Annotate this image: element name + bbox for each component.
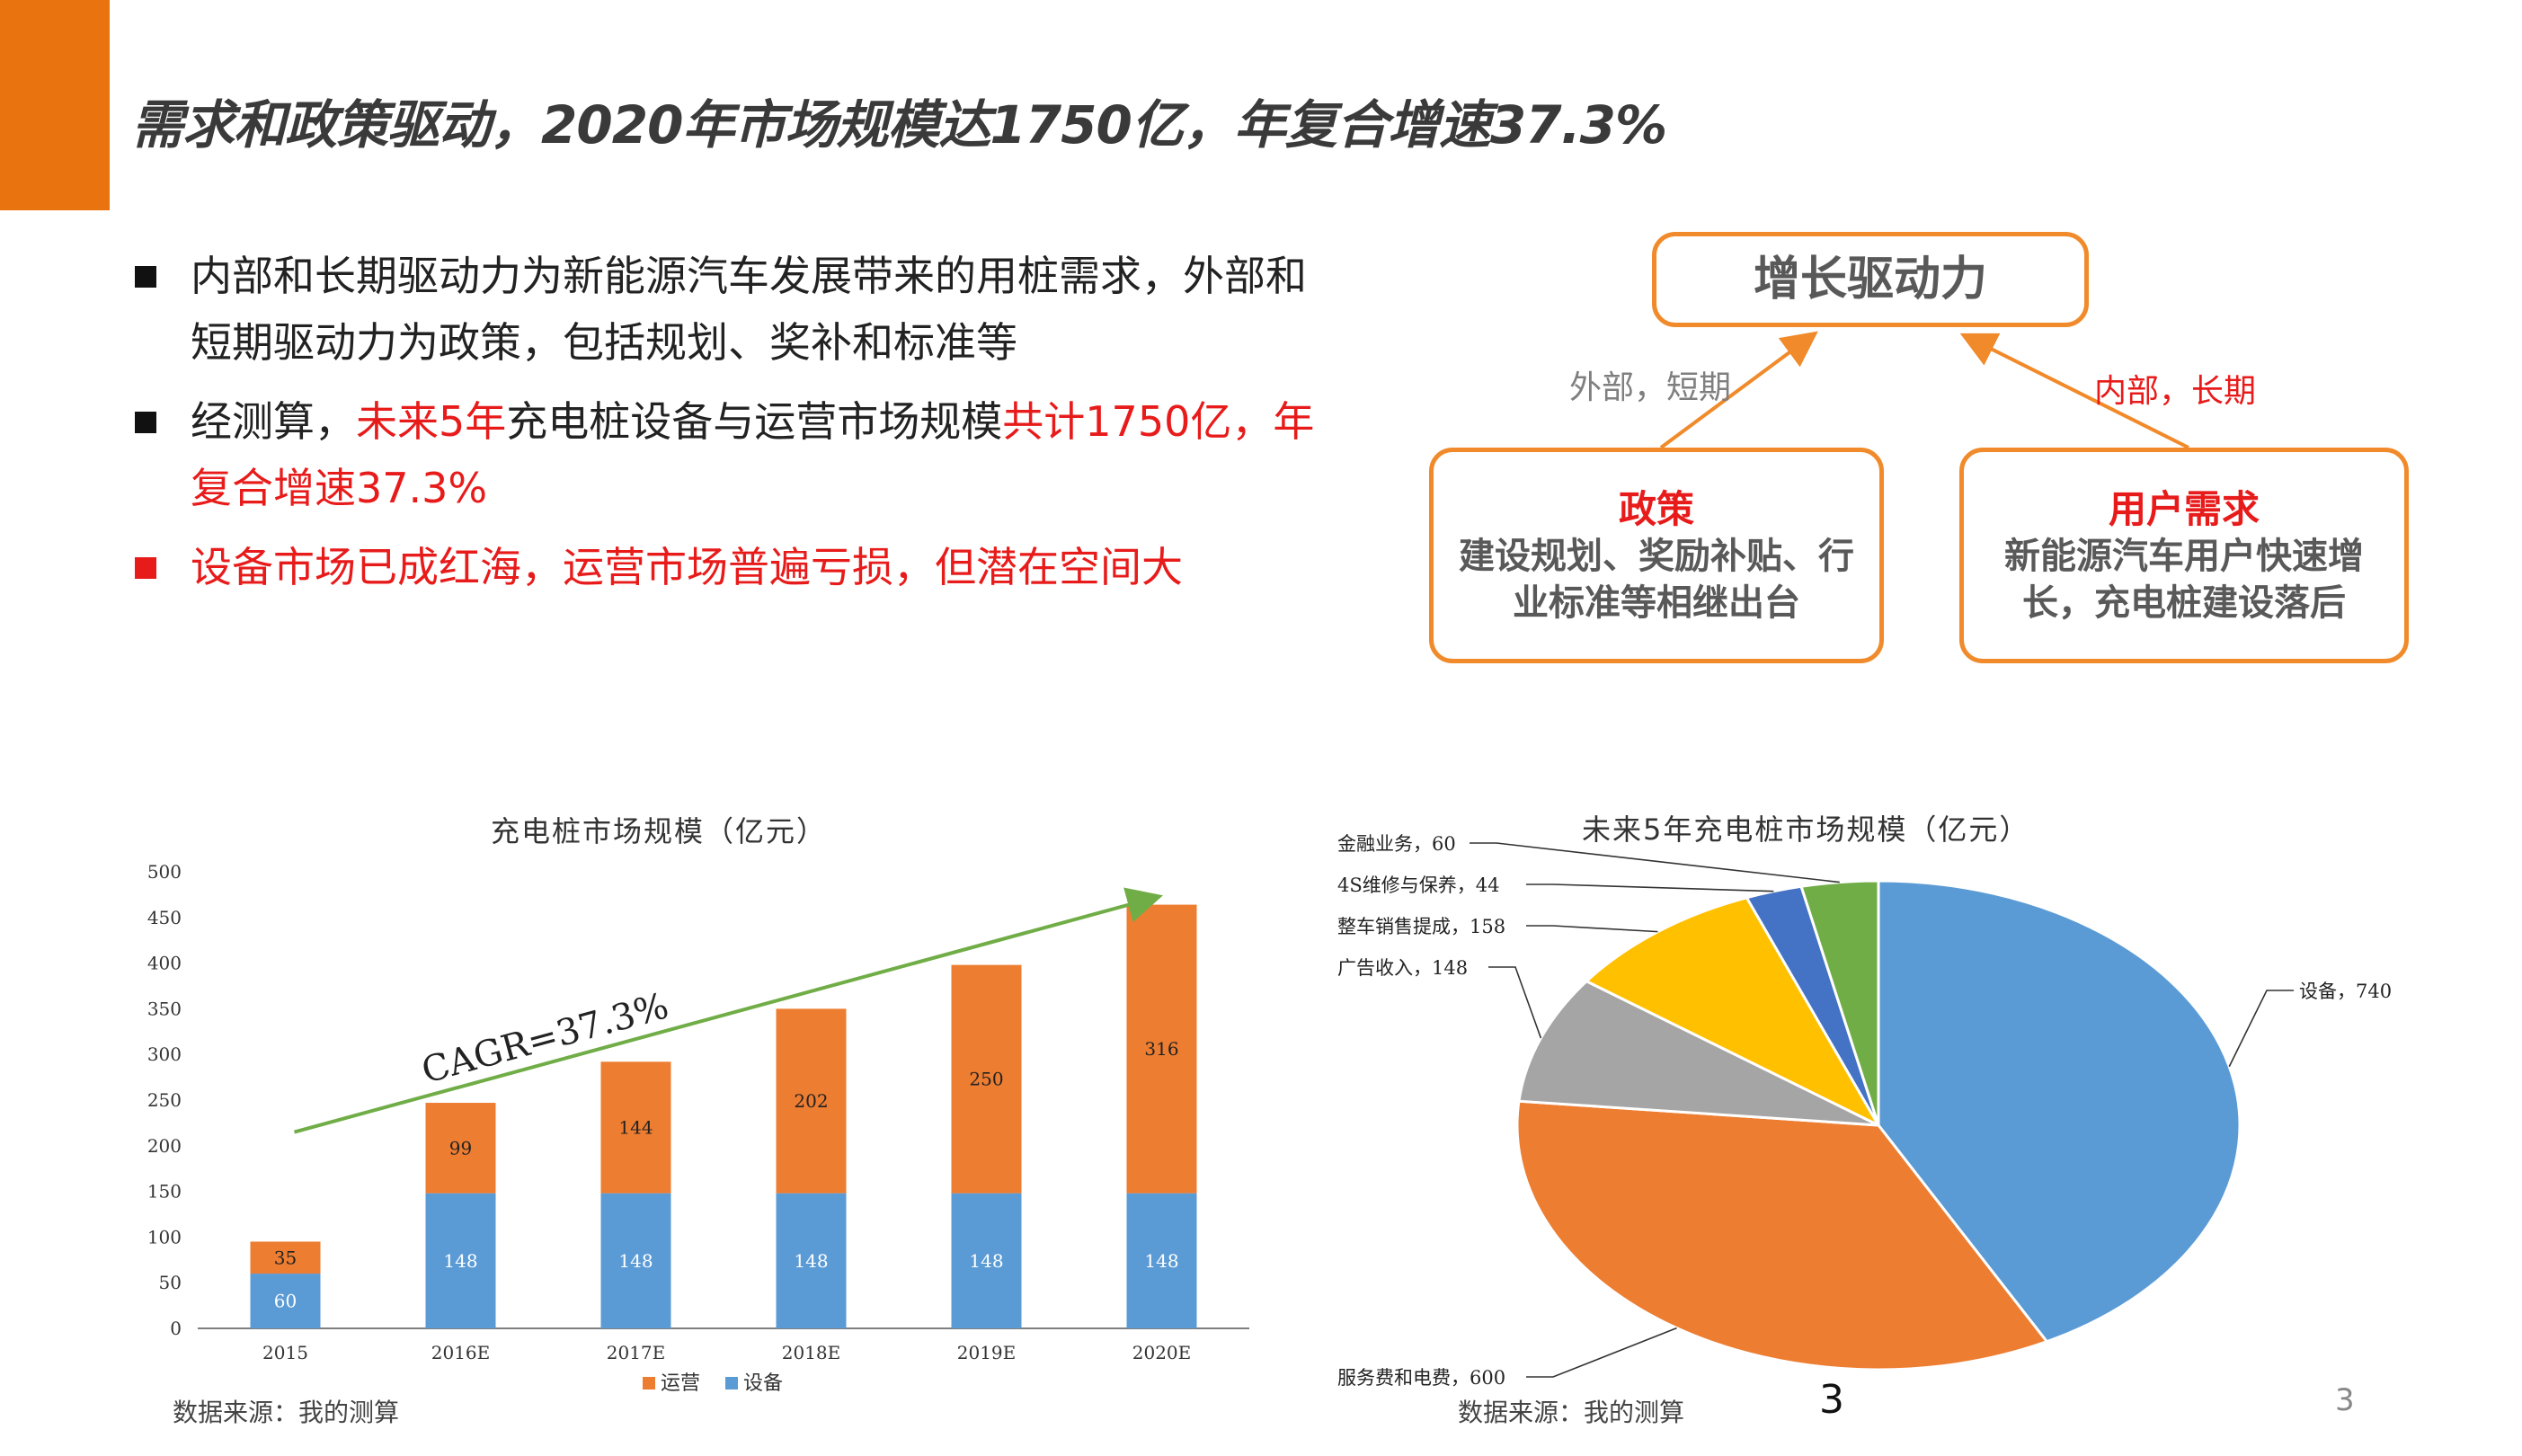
trend-arrow [293,887,1163,1134]
bar-segment [1126,1193,1197,1328]
bar-segment [250,1274,321,1328]
title-accent-block [0,0,110,210]
pie-slice [1877,879,2242,1344]
bar-data-label: 250 [969,1069,1003,1090]
pie-leader-line [1488,966,1542,1039]
legend-swatch [643,1377,655,1389]
x-tick-label: 2015 [262,1342,308,1363]
bullet-item: 内部和长期驱动力为新能源汽车发展带来的用桩需求，外部和短期驱动力为政策，包括规划… [131,243,1318,376]
x-tick-label: 2020E [1132,1342,1192,1363]
pie-data-label: 金融业务，60 [1337,833,1456,855]
pie-leader-line [1526,925,1658,933]
user-demand-body: 新能源汽车用户快速增长，充电桩建设落后 [2004,536,2364,624]
page-title: 需求和政策驱动，2020年市场规模达1750亿，年复合增速37.3% [131,94,1667,155]
bullet-square-icon [135,266,156,288]
bar-data-label: 148 [443,1250,477,1272]
pie-chart-source: 数据来源：我的测算 [1458,1398,1685,1427]
policy-box: 政策 建设规划、奖励补贴、行业标准等相继出台 [1429,448,1884,663]
right-arrow-label: 内部，长期 [2094,373,2257,410]
bar-segment [776,1193,847,1328]
page-number: 3 [1819,1377,1844,1423]
pie-chart: 设备，740 服务费和电费，600 广告收入，148 整车销售提成，158 4S维修与保… [1337,833,2392,1389]
bullet-text: 设备市场已成红海，运营市场普遍亏损，但潜在空间大 [191,543,1183,591]
bar-data-label: 148 [1144,1250,1178,1272]
pie-leader-line [1526,1327,1677,1378]
bar-segment [250,1241,321,1274]
bar-segment [951,964,1022,1194]
y-tick-label: 250 [147,1089,182,1111]
x-tick-label: 2016E [431,1342,491,1363]
y-tick-label: 50 [159,1272,182,1293]
bar-segment [600,1061,671,1194]
bar-segment [1126,904,1197,1194]
bullet-text: 充电桩设备与运营市场规模 [506,397,1003,446]
bullet-item: 设备市场已成红海，运营市场普遍亏损，但潜在空间大 [131,534,1318,600]
y-tick-label: 100 [147,1226,182,1247]
bullet-item: 经测算，未来5年充电桩设备与运营市场规模共计1750亿，年复合增速37.3% [131,388,1318,521]
bar-segment [425,1103,496,1194]
pie-data-label: 整车销售提成，158 [1337,916,1505,937]
bullet-text: 经测算， [191,397,356,446]
y-tick-label: 300 [147,1043,182,1065]
bar-segment [951,1193,1022,1328]
pie-slice [1584,895,1882,1129]
y-tick-label: 200 [147,1135,182,1157]
bullet-square-icon [135,412,156,433]
bar-data-label: 144 [618,1116,653,1138]
x-tick-label: 2017E [607,1342,666,1363]
y-tick-label: 450 [147,907,182,928]
pie-data-label: 设备，740 [2299,981,2392,1002]
x-tick-label: 2019E [957,1342,1017,1363]
y-tick-label: 350 [147,998,182,1019]
page-number-small: 3 [2335,1382,2355,1418]
pie-data-label: 广告收入，148 [1337,957,1468,979]
bar-data-label: 148 [618,1250,653,1272]
bar-data-label: 60 [274,1291,297,1312]
growth-driver-box: 增长驱动力 [1652,232,2089,327]
pie-leader-line [1470,842,1840,883]
bullet-highlight: 未来5年 [356,397,507,446]
user-demand-title: 用户需求 [2108,487,2260,531]
bar-segment [776,1008,847,1194]
pie-slice [1515,1099,2049,1372]
bullet-text: 内部和长期驱动力为新能源汽车发展带来的用桩需求，外部和短期驱动力为政策，包括规划… [191,252,1307,367]
bar-chart-source: 数据来源：我的测算 [173,1398,400,1427]
left-arrow [1659,331,1818,449]
bar-data-label: 35 [274,1247,297,1268]
bullet-list: 内部和长期驱动力为新能源汽车发展带来的用桩需求，外部和短期驱动力为政策，包括规划… [131,243,1318,613]
pie-data-label: 4S维修与保养，44 [1337,874,1499,896]
y-tick-label: 400 [147,953,182,974]
policy-title: 政策 [1618,487,1694,531]
x-tick-label: 2018E [782,1342,841,1363]
right-arrow [1959,333,2189,449]
pie-chart-title: 未来5年充电桩市场规模（亿元） [1582,812,2030,847]
legend-label: 运营 [661,1372,700,1395]
y-tick-label: 150 [147,1181,182,1203]
bar-chart: 0 50 100 150 200 250 300 350 400 450 500 60 35 2015 14… [147,861,1249,1395]
legend-label: 设备 [743,1372,783,1395]
user-demand-box: 用户需求 新能源汽车用户快速增长，充电桩建设落后 [1959,448,2409,663]
legend-swatch [725,1377,738,1389]
bar-data-label: 99 [449,1137,472,1159]
bar-data-label: 148 [794,1250,828,1272]
bullet-square-icon [135,557,156,579]
pie-leader-line [2228,990,2294,1068]
bar-chart-title: 充电桩市场规模（亿元） [491,814,828,848]
pie-slice [1517,979,1879,1127]
bullet-highlight: 共计1750亿，年复合增速37.3% [191,397,1315,512]
y-tick-label: 0 [170,1318,182,1339]
pie-data-label: 服务费和电费，600 [1337,1367,1505,1389]
diagram-arrows [1659,331,2189,449]
left-arrow-label: 外部，短期 [1569,369,1732,406]
growth-driver-label: 增长驱动力 [1753,253,1987,306]
bar-segment [600,1193,671,1328]
bar-data-label: 316 [1144,1038,1178,1060]
bar-segment [425,1193,496,1328]
policy-body: 建设规划、奖励补贴、行业标准等相继出台 [1459,536,1854,624]
y-tick-label: 500 [147,861,182,883]
bar-data-label: 202 [794,1090,828,1112]
bar-data-label: 148 [969,1250,1003,1272]
pie-leader-line [1526,883,1774,892]
